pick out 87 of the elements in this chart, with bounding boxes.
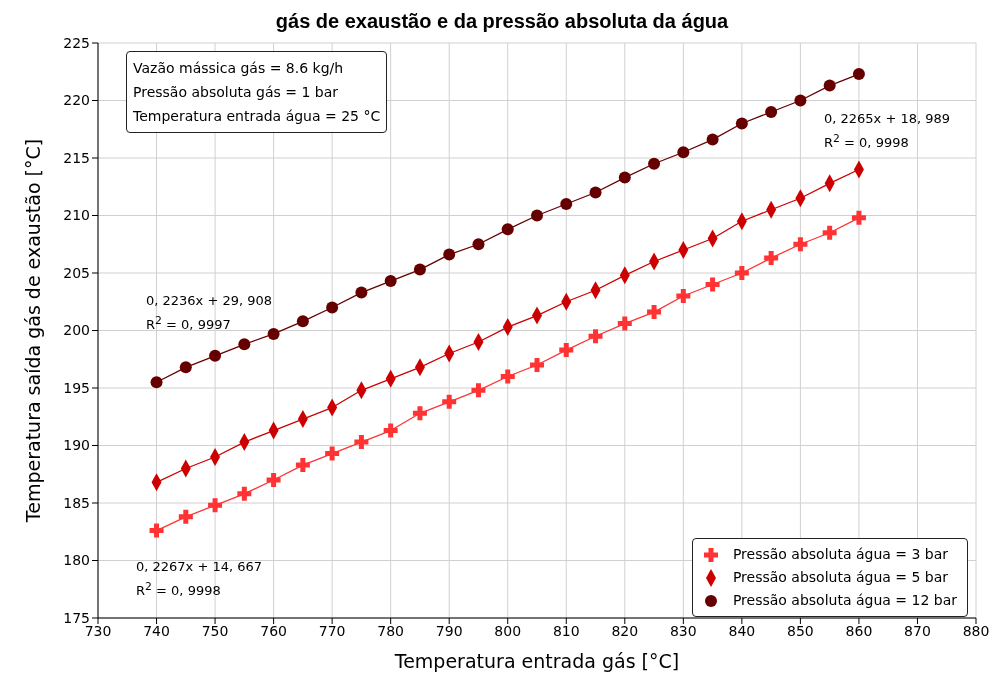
point — [560, 198, 573, 210]
point — [412, 406, 427, 421]
point — [765, 106, 778, 118]
legend-label: Pressão absoluta água = 3 bar — [732, 545, 949, 564]
point — [472, 238, 485, 251]
y-tick-label: 190 — [63, 437, 90, 454]
point — [326, 301, 339, 314]
legend-label: Pressão absoluta água = 12 bar — [732, 591, 957, 610]
point — [676, 289, 691, 303]
x-tick-label: 830 — [669, 622, 697, 639]
x-tick-label: 860 — [845, 622, 873, 639]
point — [150, 376, 163, 389]
y-tick-label: 220 — [63, 92, 90, 109]
point — [793, 237, 808, 252]
x-tick-label: 800 — [494, 622, 522, 639]
point — [413, 263, 426, 276]
annotation: Temperatura entrada água = 25 °C — [133, 107, 381, 126]
y-tick-label: 200 — [63, 322, 90, 339]
point — [267, 327, 280, 340]
point — [500, 369, 515, 384]
point — [266, 473, 281, 487]
point — [559, 343, 574, 358]
y-tick-label: 210 — [63, 207, 90, 224]
point — [618, 171, 631, 184]
annotation: 0, 2267x + 14, 667 R$^{2}$ = 0, 9998 — [136, 558, 263, 601]
y-tick-label: 225 — [63, 34, 90, 51]
point — [383, 423, 398, 438]
point — [238, 338, 251, 351]
point — [735, 117, 748, 130]
point — [178, 509, 193, 524]
point — [706, 133, 719, 146]
x-tick-label: 840 — [728, 622, 756, 639]
point — [355, 286, 368, 299]
x-tick-label: 810 — [552, 622, 580, 639]
y-tick-label: 215 — [63, 149, 90, 166]
point — [179, 361, 192, 374]
x-tick-label: 870 — [904, 622, 931, 639]
x-tick-label: 790 — [435, 622, 463, 639]
point — [209, 349, 222, 362]
point — [237, 486, 252, 501]
x-tick-label: 770 — [318, 622, 346, 639]
x-tick-label: 850 — [787, 622, 814, 639]
y-axis-title: Temperatura saída gás de exaustão [°C] — [21, 138, 44, 524]
x-tick-label: 750 — [201, 622, 229, 639]
y-tick-label: 195 — [63, 379, 90, 396]
x-tick-label: 780 — [377, 622, 405, 639]
point — [295, 458, 310, 473]
x-tick-label: 880 — [962, 622, 990, 639]
x-tick-label: 820 — [611, 622, 639, 639]
point — [852, 68, 865, 81]
point — [442, 394, 457, 409]
point — [443, 248, 456, 261]
point — [647, 305, 662, 320]
point — [296, 315, 309, 328]
point — [734, 266, 749, 280]
point — [617, 316, 632, 331]
point — [851, 210, 866, 225]
point — [531, 209, 543, 222]
y-tick-label: 185 — [63, 494, 90, 511]
point — [588, 329, 603, 344]
legend-label: Pressão absoluta água = 5 bar — [732, 568, 949, 587]
point — [677, 146, 690, 159]
point — [794, 94, 807, 107]
point — [705, 277, 720, 292]
point — [471, 383, 486, 398]
point — [648, 157, 661, 170]
point — [149, 523, 164, 538]
point — [823, 79, 836, 92]
annotation: 0, 2236x + 29, 908 R$^{2}$ = 0, 9997 — [146, 292, 273, 335]
point — [589, 186, 602, 199]
y-tick-label: 180 — [63, 552, 90, 569]
annotation: Vazão mássica gás = 8.6 kg/h — [133, 59, 345, 78]
chart-title: gás de exaustão e da pressão absoluta da água — [274, 10, 730, 33]
point — [530, 358, 544, 372]
point — [354, 435, 369, 450]
annotation: 0, 2265x + 18, 989 R$^{2}$ = 0, 9998 — [824, 110, 951, 153]
x-axis-title: Temperatura entrada gás [°C] — [393, 650, 680, 672]
point — [501, 223, 514, 236]
y-tick-label: 205 — [63, 264, 90, 281]
point — [325, 446, 340, 461]
x-tick-label: 740 — [143, 622, 170, 639]
point — [822, 225, 837, 240]
annotation: Pressão absoluta gás = 1 bar — [133, 83, 340, 102]
point — [384, 275, 397, 288]
x-tick-label: 760 — [260, 622, 287, 639]
point — [764, 251, 779, 266]
point — [208, 498, 223, 513]
